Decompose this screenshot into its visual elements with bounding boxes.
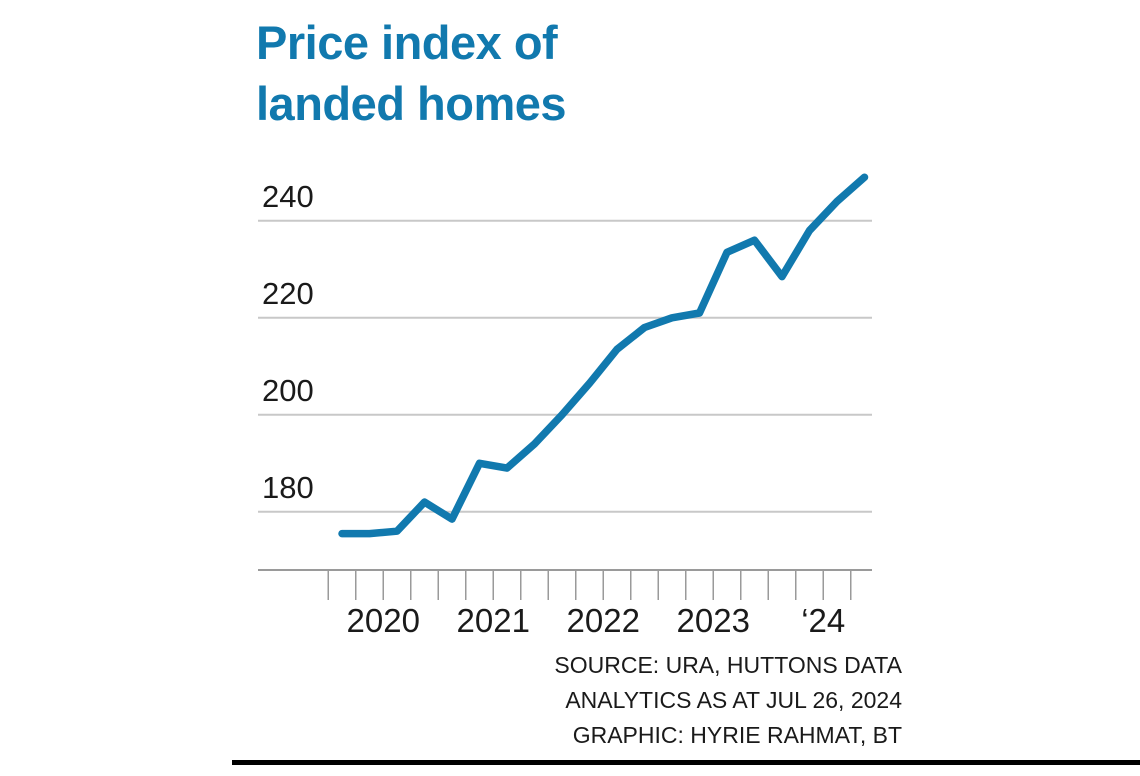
x-axis-year-label: 2020	[347, 602, 420, 639]
chart-title: Price index of landed homes	[256, 12, 567, 134]
x-axis-year-label: 2022	[567, 602, 640, 639]
x-axis-year-label: ‘24	[801, 602, 845, 639]
bottom-divider	[232, 760, 1140, 765]
chart-title-line1: Price index of	[256, 16, 558, 69]
source-credit: SOURCE: URA, HUTTONS DATA ANALYTICS AS A…	[554, 648, 902, 753]
y-axis-tick-label: 220	[262, 276, 314, 311]
y-axis-tick-label: 200	[262, 373, 314, 408]
source-line-2: ANALYTICS AS AT JUL 26, 2024	[565, 687, 902, 713]
source-line-1: SOURCE: URA, HUTTONS DATA	[554, 652, 902, 678]
source-line-3: GRAPHIC: HYRIE RAHMAT, BT	[572, 722, 902, 748]
price-index-series-line	[338, 173, 869, 538]
x-axis-year-label: 2021	[457, 602, 530, 639]
y-axis-tick-label: 240	[262, 179, 314, 214]
x-axis-year-label: 2023	[677, 602, 750, 639]
chart-title-line2: landed homes	[256, 77, 567, 130]
y-axis-tick-label: 180	[262, 470, 314, 505]
